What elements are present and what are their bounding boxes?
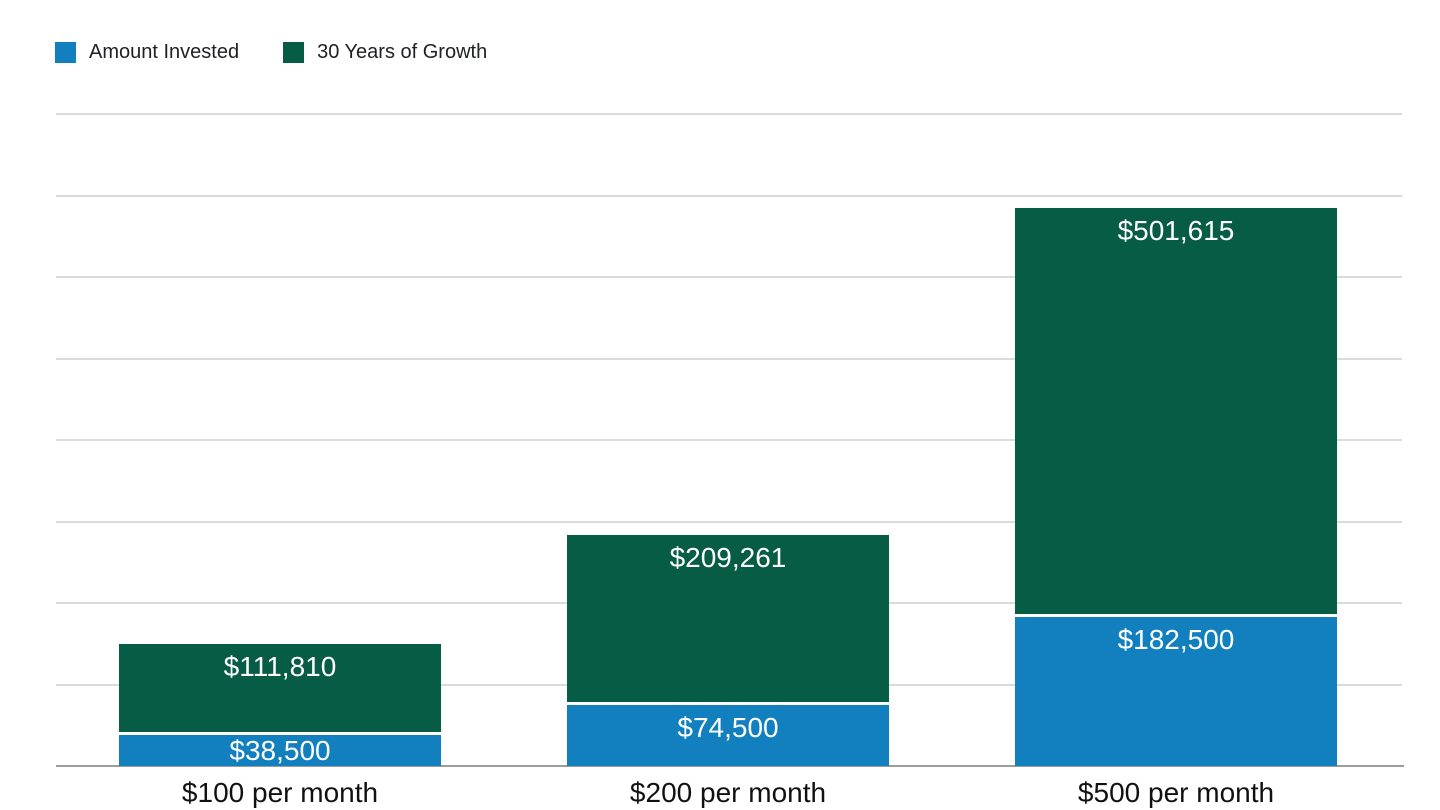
gridline: [56, 113, 1402, 115]
legend-item-amount-invested: Amount Invested: [55, 42, 239, 63]
x-axis-category-label: $200 per month: [629, 777, 827, 808]
value-label: $182,500: [1117, 624, 1235, 656]
bar-segment-growth: $501,615: [1015, 208, 1337, 618]
gridline: [56, 276, 1402, 278]
x-axis-category-label: $100 per month: [181, 777, 379, 808]
legend-label-30-years-growth: 30 Years of Growth: [317, 41, 488, 63]
value-label: $209,261: [669, 541, 787, 573]
chart-legend: Amount Invested 30 Years of Growth: [55, 42, 487, 63]
bar-segment-growth: $209,261: [567, 534, 889, 706]
bar-segment-invested: $38,500: [119, 734, 441, 766]
bar-segment-invested: $182,500: [1015, 617, 1337, 766]
gridline: [56, 357, 1402, 360]
legend-swatch-growth-icon: [283, 42, 305, 63]
gridline: [56, 520, 1402, 523]
bar-segment-invested: $74,500: [567, 705, 889, 766]
legend-swatch-invested-icon: [55, 42, 76, 63]
value-label: $38,500: [229, 734, 331, 766]
gridline: [56, 194, 1402, 197]
legend-item-30-years-growth: 30 Years of Growth: [283, 42, 487, 63]
value-label: $74,500: [677, 712, 779, 744]
gridline: [56, 439, 1402, 441]
x-axis-category-label: $500 per month: [1077, 777, 1275, 808]
bar-segment-growth: $111,810: [119, 643, 441, 735]
value-label: $111,810: [223, 650, 337, 682]
legend-label-amount-invested: Amount Invested: [89, 41, 240, 63]
x-axis-line: [56, 765, 1404, 767]
value-label: $501,615: [1117, 215, 1235, 247]
